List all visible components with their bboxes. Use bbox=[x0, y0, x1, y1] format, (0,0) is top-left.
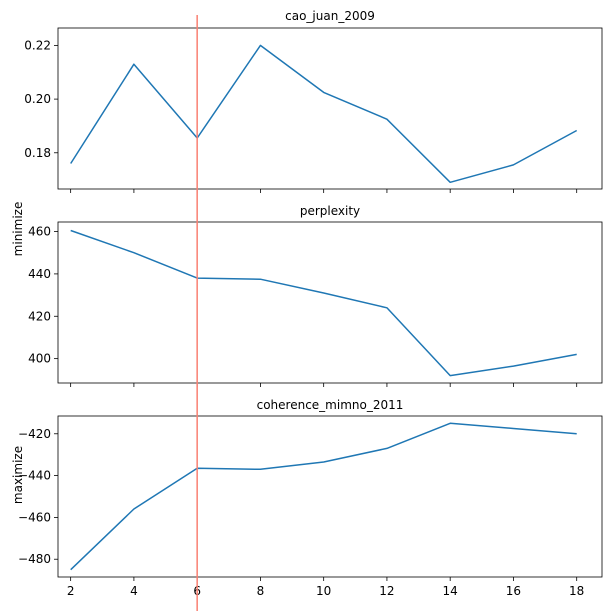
series-line bbox=[70, 229, 577, 377]
y-tick-label: −460 bbox=[18, 510, 51, 524]
series-line bbox=[70, 44, 578, 184]
y-tick-label: 400 bbox=[28, 352, 51, 366]
axes-frame bbox=[57, 415, 603, 578]
y-tick-label: 0.20 bbox=[24, 92, 51, 106]
x-tick-label: 18 bbox=[569, 584, 584, 598]
y-tick-label: −480 bbox=[18, 552, 51, 566]
series-line bbox=[70, 422, 577, 571]
y-tick-label: 0.18 bbox=[24, 146, 51, 160]
x-tick-label: 2 bbox=[67, 584, 75, 598]
y-tick-label: 440 bbox=[28, 267, 51, 281]
panel-title: coherence_mimno_2011 bbox=[257, 398, 404, 412]
x-tick-label: 4 bbox=[130, 584, 138, 598]
x-tick-label: 10 bbox=[316, 584, 331, 598]
y-tick-label: 0.22 bbox=[24, 38, 51, 52]
y-tick-label: 460 bbox=[28, 225, 51, 239]
panel-title: cao_juan_2009 bbox=[285, 9, 375, 23]
y-tick-label: −440 bbox=[18, 469, 51, 483]
panel-1: cao_juan_2009 0.18 0.20 0.22 bbox=[24, 9, 603, 193]
axes-frame bbox=[57, 27, 603, 190]
side-label-minimize: minimize bbox=[11, 202, 25, 257]
side-label-maximize: maximize bbox=[11, 446, 25, 504]
x-tick-label: 16 bbox=[506, 584, 521, 598]
panel-title: perplexity bbox=[300, 204, 360, 218]
x-tick-label: 12 bbox=[379, 584, 394, 598]
axes-frame bbox=[57, 221, 603, 384]
x-tick-label: 14 bbox=[443, 584, 458, 598]
panel-3: coherence_mimno_2011−480−460−440−4202468… bbox=[18, 398, 603, 598]
y-tick-label: 420 bbox=[28, 309, 51, 323]
panel-2: perplexity 400 420 440 460 bbox=[28, 204, 603, 387]
x-tick-label: 8 bbox=[257, 584, 265, 598]
y-tick-label: −420 bbox=[18, 427, 51, 441]
